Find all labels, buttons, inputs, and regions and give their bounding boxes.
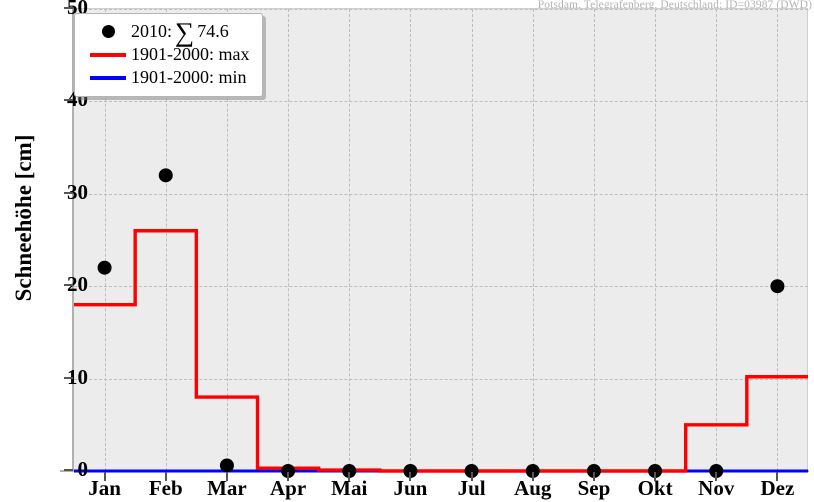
x-tick-mark xyxy=(103,472,106,481)
x-tick-mark xyxy=(592,472,595,481)
gridline-vertical xyxy=(532,9,534,471)
legend-label-max: 1901-2000: max xyxy=(131,44,250,64)
observation-point xyxy=(648,464,663,478)
observation-point xyxy=(158,168,173,183)
x-tick-mark xyxy=(164,472,167,481)
observation-point xyxy=(709,464,724,478)
y-tick-label: 30 xyxy=(67,179,88,204)
legend-max-line-icon xyxy=(85,52,131,57)
observation-points xyxy=(97,168,785,478)
y-tick-label: 0 xyxy=(77,457,89,481)
gridline-horizontal xyxy=(74,101,808,103)
legend-item-min: 1901-2000: min xyxy=(85,66,250,89)
gridline-vertical xyxy=(410,9,412,471)
y-axis-spine xyxy=(72,8,74,471)
gridline-vertical xyxy=(226,9,228,471)
gridline-vertical xyxy=(349,9,351,471)
x-tick-mark xyxy=(348,472,351,481)
gridline-vertical xyxy=(471,9,473,471)
y-tick-mark xyxy=(64,7,73,9)
gridline-vertical xyxy=(655,9,657,471)
gridline-vertical xyxy=(716,9,718,471)
chart-legend: 2010: ∑ 74.6 1901-2000: max 1901-2000: m… xyxy=(74,13,263,97)
observation-point xyxy=(586,464,601,478)
gridline-vertical xyxy=(104,9,106,471)
gridline-horizontal xyxy=(74,286,808,288)
max-step-line xyxy=(74,229,808,473)
gridline-vertical xyxy=(777,9,779,471)
series-layer xyxy=(74,168,808,478)
observation-point xyxy=(342,464,357,478)
sum-symbol-icon: ∑ xyxy=(175,17,195,48)
gridline-horizontal xyxy=(74,9,808,10)
station-caption: Potsdam, Telegrafenberg, Deutschland: ID… xyxy=(537,0,812,11)
observation-point xyxy=(403,464,418,478)
y-tick-label: 10 xyxy=(67,364,88,389)
y-tick-mark xyxy=(64,376,73,379)
observation-point xyxy=(281,464,296,478)
x-tick-mark xyxy=(470,472,473,481)
x-tick-mark xyxy=(409,472,412,481)
y-axis-title: Schneehöhe [cm] xyxy=(11,134,36,302)
gridline-vertical xyxy=(288,9,290,471)
observation-point xyxy=(219,458,234,473)
observation-point xyxy=(525,464,540,478)
gridline-vertical xyxy=(593,9,595,471)
x-tick-mark xyxy=(776,472,779,481)
x-tick-mark xyxy=(225,472,228,481)
observation-point xyxy=(464,464,479,478)
y-tick-mark xyxy=(64,191,73,194)
gridline-horizontal xyxy=(74,193,808,195)
legend-2010-prefix: 2010: xyxy=(131,21,173,41)
legend-item-max: 1901-2000: max xyxy=(85,43,250,66)
y-tick-mark xyxy=(64,284,73,287)
x-tick-mark xyxy=(715,472,718,481)
legend-2010-value: 74.6 xyxy=(197,21,229,41)
gridline-horizontal xyxy=(74,378,808,380)
legend-label-min: 1901-2000: min xyxy=(131,67,247,87)
observation-point xyxy=(770,279,785,294)
x-tick-mark xyxy=(287,472,290,481)
y-tick-mark xyxy=(64,99,73,102)
y-tick-mark xyxy=(64,469,73,471)
y-tick-label: 20 xyxy=(67,272,88,297)
legend-label-2010: 2010: ∑ 74.6 xyxy=(131,17,229,48)
legend-dot-icon xyxy=(85,25,131,38)
x-tick-mark xyxy=(654,472,657,481)
gridline-vertical xyxy=(165,9,167,471)
observation-point xyxy=(97,260,112,275)
legend-min-line-icon xyxy=(85,75,131,80)
legend-item-2010: 2010: ∑ 74.6 xyxy=(85,17,250,48)
x-tick-mark xyxy=(531,472,534,481)
